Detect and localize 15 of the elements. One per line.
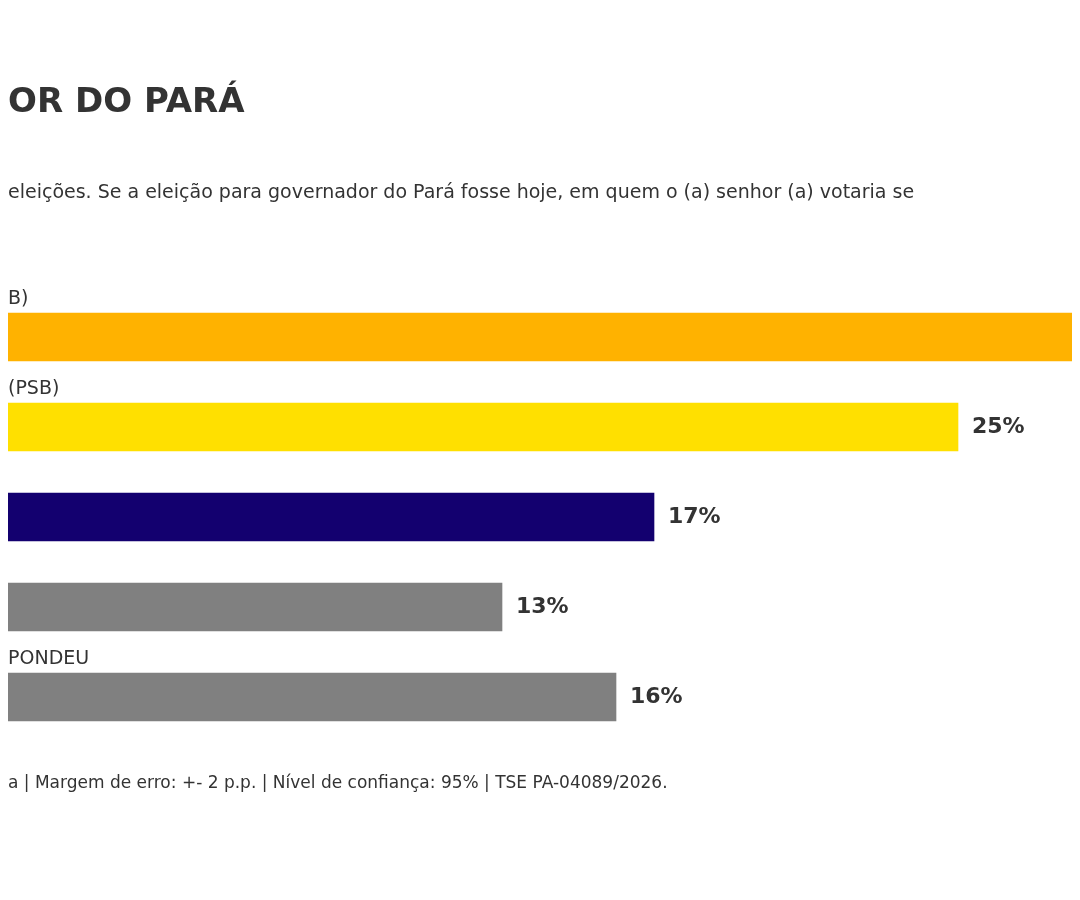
y-tick-label: PONDEU [8, 646, 90, 669]
chart-subtitle: eleições. Se a eleição para governador do Pará fosse hoje, em quem o (a) senhor (a) votaria se [8, 180, 916, 202]
bar [8, 672, 617, 722]
text: a | Margem de erro: +- 2 p.p. | Nível de confiança: 95% | TSE PA-04089/2026. [8, 772, 669, 792]
data-label: 13% [516, 592, 569, 618]
chart-title: OR DO PARÁ [8, 80, 246, 122]
data-label: 16% [630, 682, 683, 708]
data-label: 17% [668, 502, 721, 528]
bar [8, 582, 503, 632]
bar [8, 492, 655, 542]
bar [8, 402, 959, 452]
y-tick-label: (PSB) [8, 376, 60, 399]
bar [8, 312, 1072, 362]
data-label: 25% [972, 412, 1025, 438]
y-tick-label: B) [8, 286, 29, 309]
